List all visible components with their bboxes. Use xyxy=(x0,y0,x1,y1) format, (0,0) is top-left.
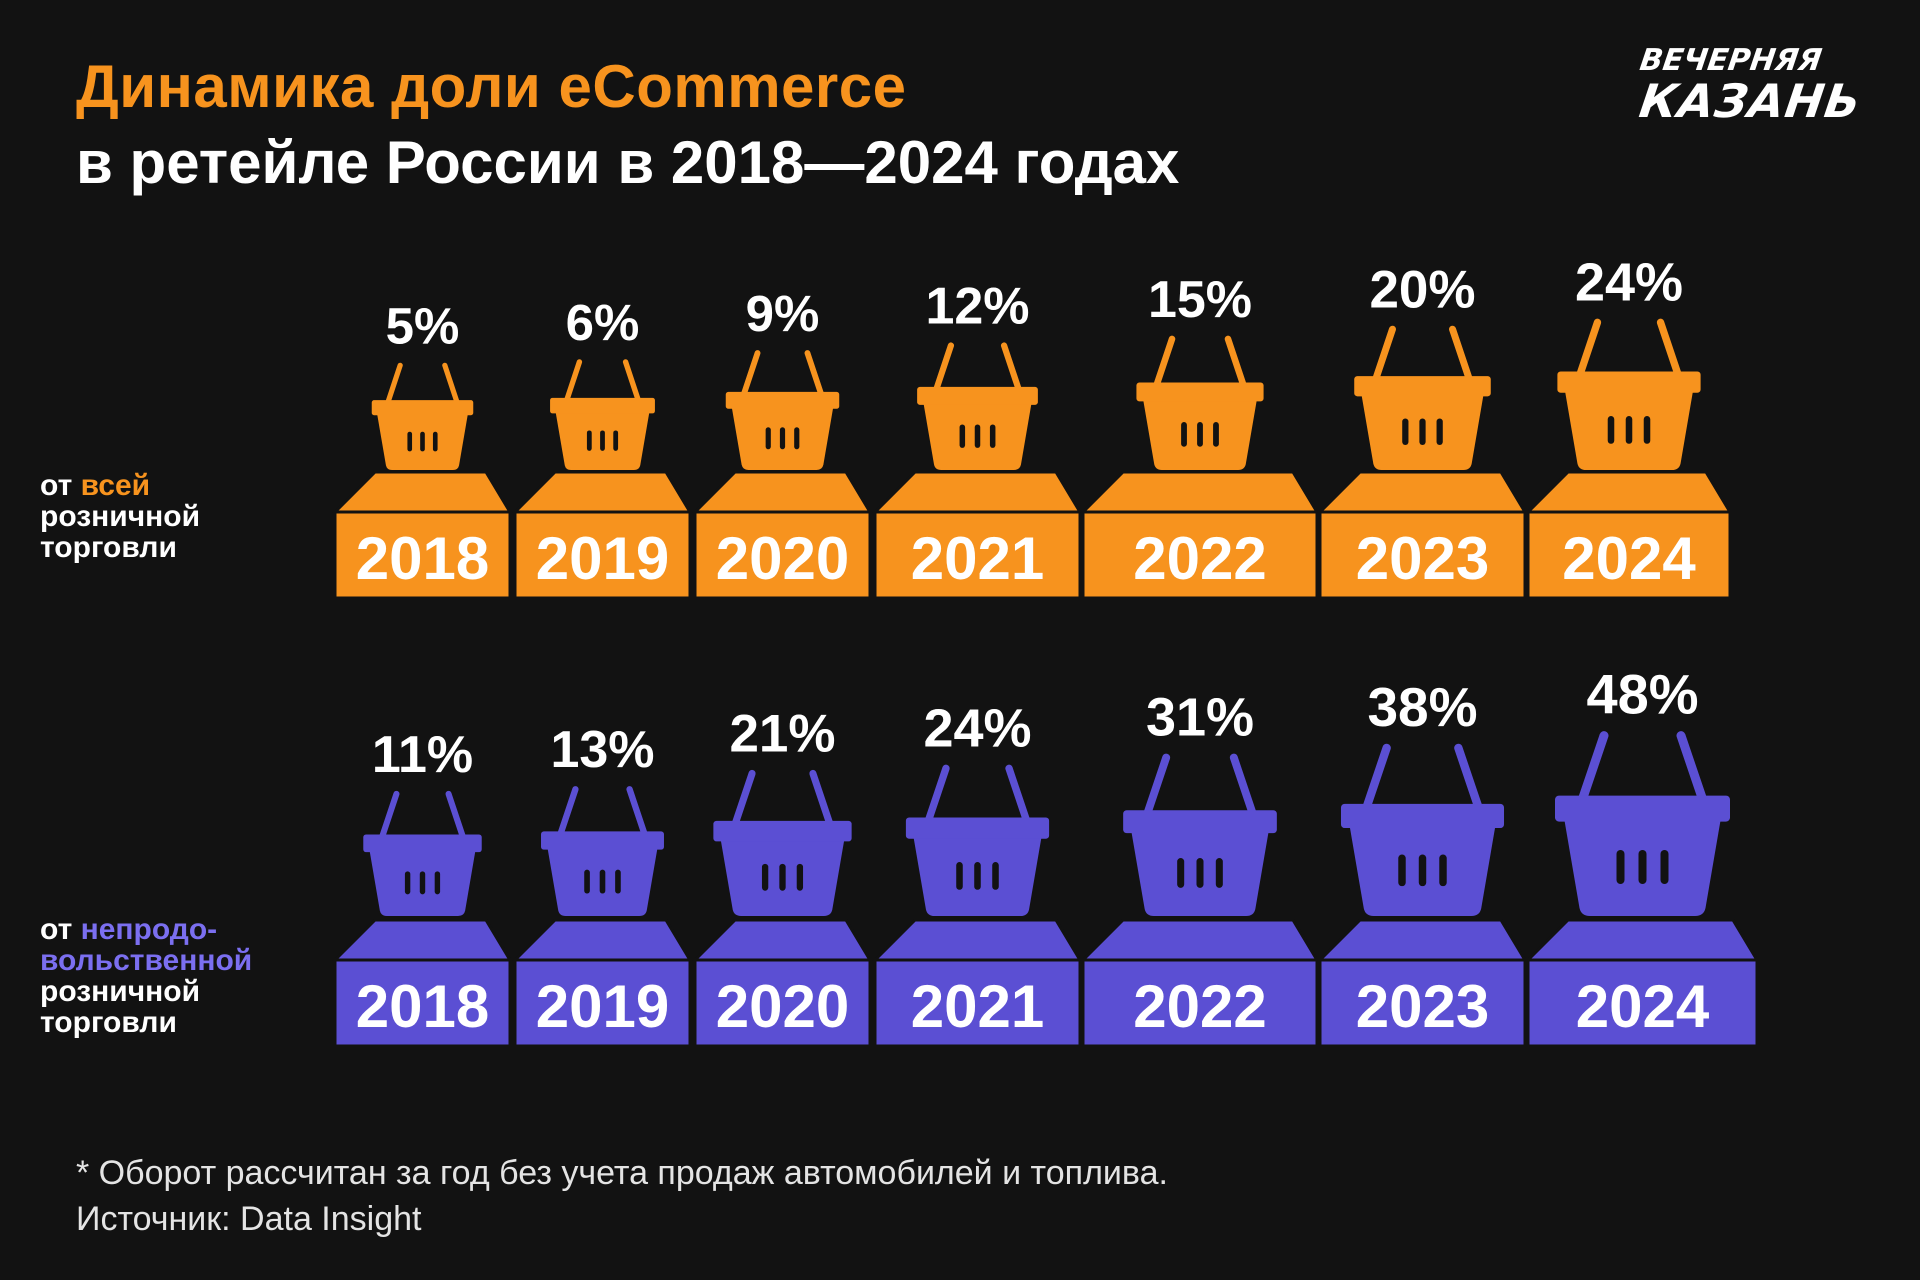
shelf-top-0-2024 xyxy=(1524,470,1733,514)
basket-1-2021 xyxy=(905,764,1050,916)
basket-1-2023 xyxy=(1340,743,1505,916)
footnote-note: * Оборот рассчитан за год без учета прод… xyxy=(76,1154,1168,1192)
year-box-0-2023 xyxy=(1318,510,1527,600)
row-label-nonfood-line3: розничной xyxy=(40,975,201,1008)
year-label-0-2024: 2024 xyxy=(1562,525,1696,592)
row-label-nonfood-highlight: непродо- xyxy=(80,913,218,946)
shelf-top-1-2022 xyxy=(1079,918,1320,962)
shelf-top-1-2023 xyxy=(1316,918,1528,962)
shelf-top-1-2019 xyxy=(511,918,693,962)
year-label-0-2018: 2018 xyxy=(356,525,489,592)
basket-1-2022 xyxy=(1123,753,1277,916)
shelf-top-1-2021 xyxy=(871,918,1083,962)
year-label-0-2019: 2019 xyxy=(536,525,669,592)
year-box-1-2019 xyxy=(513,958,692,1048)
value-label-1-2022: 31% xyxy=(1146,688,1254,748)
value-label-0-2024: 24% xyxy=(1575,252,1683,312)
basket-0-2022 xyxy=(1136,335,1264,470)
basket-1-2019 xyxy=(541,786,664,916)
shelf-top-0-2020 xyxy=(691,470,873,514)
basket-1-2020 xyxy=(713,769,852,916)
value-label-1-2020: 21% xyxy=(729,704,835,763)
basket-0-2024 xyxy=(1557,318,1701,470)
year-box-0-2022 xyxy=(1081,510,1319,600)
shelf-top-0-2019 xyxy=(511,470,693,514)
value-label-0-2018: 5% xyxy=(386,297,460,354)
year-label-0-2020: 2020 xyxy=(716,525,849,592)
basket-0-2019 xyxy=(550,359,655,470)
year-box-0-2018 xyxy=(333,510,512,600)
basket-1-2018 xyxy=(363,790,482,916)
value-label-1-2018: 11% xyxy=(372,726,473,784)
footnote: * Оборот рассчитан за год без учета прод… xyxy=(76,1150,1168,1242)
shelf-top-0-2022 xyxy=(1079,470,1320,514)
year-label-1-2019: 2019 xyxy=(536,973,669,1040)
row-label-total-line1: от всей xyxy=(40,470,200,501)
value-label-0-2020: 9% xyxy=(746,285,820,342)
year-label-0-2022: 2022 xyxy=(1133,525,1266,592)
shelf-top-0-2021 xyxy=(871,470,1083,514)
row-label-total-prefix: от xyxy=(40,469,81,502)
year-box-1-2024 xyxy=(1526,958,1759,1048)
year-box-1-2022 xyxy=(1081,958,1319,1048)
shelf-top-1-2020 xyxy=(691,918,873,962)
chart-title-accent: Динамика доли eCommerce xyxy=(76,53,907,120)
basket-0-2020 xyxy=(725,350,840,470)
year-box-0-2020 xyxy=(693,510,872,600)
value-label-1-2019: 13% xyxy=(550,721,654,779)
row-label-nonfood-line1: от непродо- xyxy=(40,914,252,945)
value-label-1-2024: 48% xyxy=(1586,663,1698,726)
year-label-0-2021: 2021 xyxy=(911,525,1044,592)
value-label-1-2021: 24% xyxy=(923,698,1031,758)
shelf-top-0-2018 xyxy=(331,470,513,514)
year-box-1-2018 xyxy=(333,958,512,1048)
year-label-1-2022: 2022 xyxy=(1133,973,1266,1040)
basket-0-2023 xyxy=(1354,325,1491,470)
year-label-0-2023: 2023 xyxy=(1356,525,1489,592)
value-label-0-2022: 15% xyxy=(1148,271,1252,329)
row-label-nonfood-line2: вольственной xyxy=(40,944,253,977)
year-box-0-2024 xyxy=(1526,510,1732,600)
shelf-top-1-2018 xyxy=(331,918,513,962)
year-box-1-2023 xyxy=(1318,958,1527,1048)
year-label-1-2020: 2020 xyxy=(716,973,849,1040)
shelf-top-0-2023 xyxy=(1316,470,1528,514)
basket-1-2024 xyxy=(1555,731,1730,916)
year-label-1-2023: 2023 xyxy=(1356,973,1489,1040)
basket-0-2018 xyxy=(371,362,474,470)
row-label-nonfood-line4: торговли xyxy=(40,1006,177,1039)
footnote-source: Источник: Data Insight xyxy=(76,1200,422,1238)
value-label-0-2023: 20% xyxy=(1369,260,1475,319)
year-label-1-2021: 2021 xyxy=(911,973,1044,1040)
row-label-nonfood: от непродо- вольственной розничной торго… xyxy=(40,914,252,1038)
basket-0-2021 xyxy=(917,342,1038,470)
row-label-total: от всей розничной торговли xyxy=(40,470,200,563)
year-label-1-2024: 2024 xyxy=(1576,973,1710,1040)
year-box-0-2019 xyxy=(513,510,692,600)
year-box-0-2021 xyxy=(873,510,1082,600)
row-label-nonfood-prefix: от xyxy=(40,913,81,946)
shelf-top-1-2024 xyxy=(1524,918,1760,962)
row-label-total-line2: розничной xyxy=(40,500,201,533)
year-box-1-2020 xyxy=(693,958,872,1048)
row-label-total-highlight: всей xyxy=(80,469,151,502)
value-label-0-2019: 6% xyxy=(566,294,640,351)
row-label-total-line3: торговли xyxy=(40,531,177,564)
value-label-0-2021: 12% xyxy=(925,278,1029,336)
value-label-1-2023: 38% xyxy=(1367,676,1477,738)
chart-title: в ретейле России в 2018—2024 годах xyxy=(76,129,1180,196)
year-box-1-2021 xyxy=(873,958,1082,1048)
year-label-1-2018: 2018 xyxy=(356,973,489,1040)
